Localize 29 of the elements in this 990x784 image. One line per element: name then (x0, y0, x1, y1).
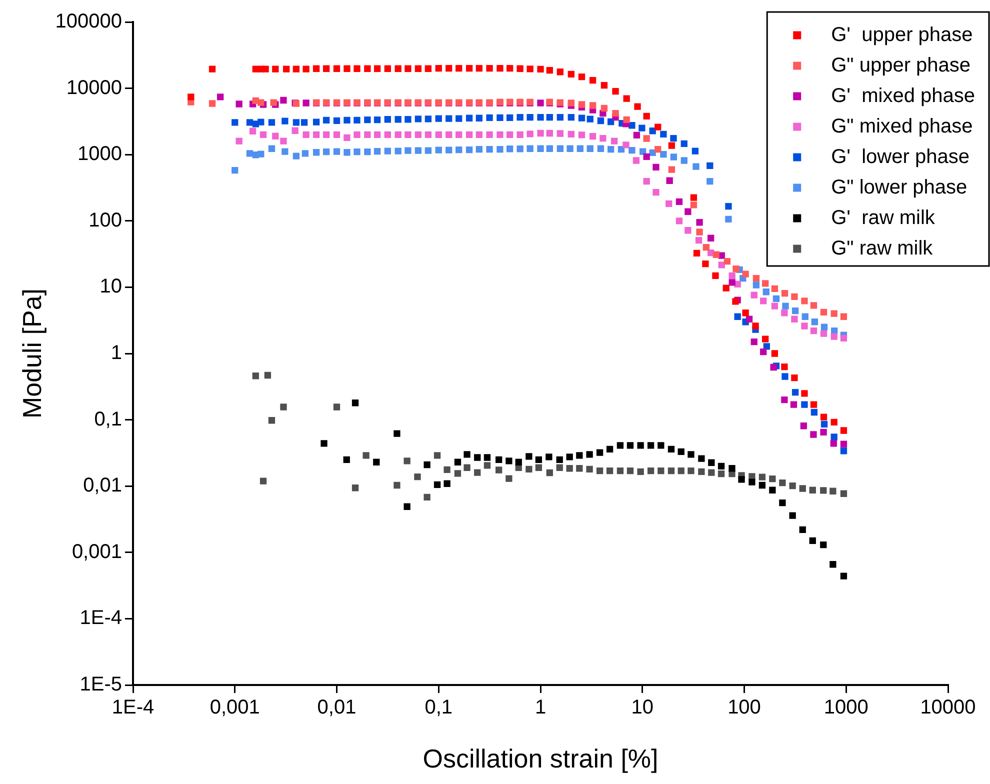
x-axis-title: Oscillation strain [%] (422, 744, 658, 774)
legend-label: G" lower phase (831, 176, 968, 198)
x-tick-label: 100 (728, 696, 761, 719)
y-tick-label: 1E-4 (80, 607, 122, 630)
y-tick-label: 1E-5 (80, 674, 122, 696)
y-tick-label: 100 (88, 209, 122, 232)
legend-label: G' lower phase (831, 146, 970, 168)
x-tick-label: 10000 (920, 696, 976, 719)
y-axis-title: Moduli [Pa] (16, 288, 47, 419)
y-tick-label: 0,01 (83, 474, 122, 497)
y-tick-label: 10 (100, 276, 122, 298)
legend-label: G' upper phase (831, 24, 973, 46)
y-tick-label: 0,001 (72, 540, 122, 563)
y-tick-label: 10000 (66, 76, 122, 99)
legend-label: G' mixed phase (831, 84, 976, 107)
legend-label: G" mixed phase (831, 115, 973, 138)
x-tick-label: 0,01 (317, 696, 356, 719)
y-tick-label: 1000 (78, 143, 122, 166)
x-tick-label: 1 (534, 696, 546, 719)
y-tick-label: 100000 (55, 10, 122, 33)
x-tick-label: 10 (631, 696, 654, 719)
y-tick-label: 1 (110, 342, 122, 364)
x-tick-label: 0,1 (424, 696, 453, 719)
x-tick-label: 1000 (824, 696, 868, 719)
y-tick-label: 0,1 (94, 408, 122, 430)
x-tick-label: 0,001 (210, 696, 260, 719)
legend-label: G' raw milk (831, 206, 936, 229)
legend-label: G" upper phase (831, 54, 971, 76)
legend-label: G" raw milk (831, 237, 934, 260)
